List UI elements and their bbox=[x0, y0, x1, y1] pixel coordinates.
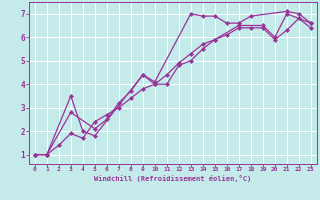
X-axis label: Windchill (Refroidissement éolien,°C): Windchill (Refroidissement éolien,°C) bbox=[94, 175, 252, 182]
